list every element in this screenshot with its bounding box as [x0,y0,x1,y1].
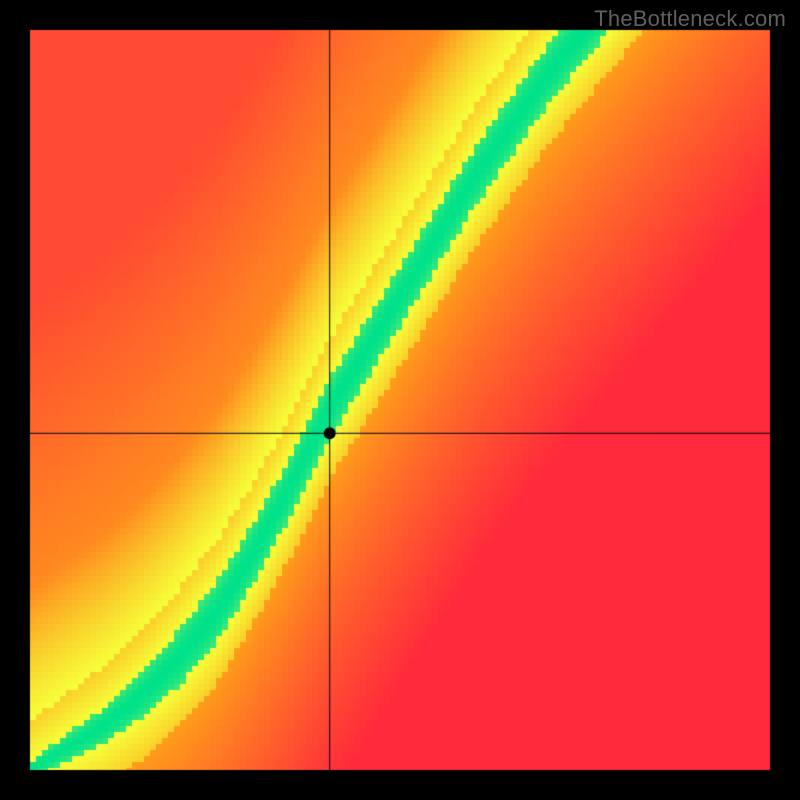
watermark-label: TheBottleneck.com [594,6,786,32]
chart-container: TheBottleneck.com [0,0,800,800]
bottleneck-heatmap [0,0,800,800]
